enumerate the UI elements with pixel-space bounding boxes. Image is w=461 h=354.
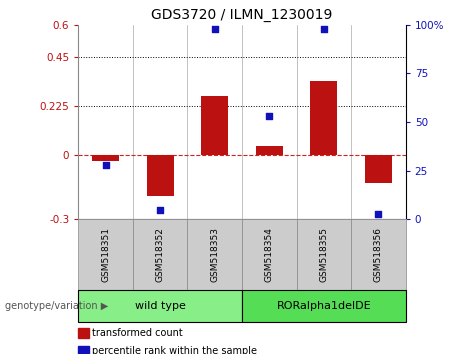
Bar: [256, 146, 283, 155]
Text: wild type: wild type: [135, 301, 186, 311]
Text: GSM518353: GSM518353: [210, 227, 219, 282]
Bar: [78, 219, 133, 290]
Text: GSM518351: GSM518351: [101, 227, 110, 282]
Bar: [296, 219, 351, 290]
Text: percentile rank within the sample: percentile rank within the sample: [92, 346, 257, 354]
Title: GDS3720 / ILMN_1230019: GDS3720 / ILMN_1230019: [151, 8, 333, 22]
Bar: [201, 96, 228, 155]
Text: genotype/variation ▶: genotype/variation ▶: [5, 301, 108, 311]
Point: [211, 26, 219, 32]
Text: GSM518355: GSM518355: [319, 227, 328, 282]
Bar: [78, 290, 242, 322]
Text: RORalpha1delDE: RORalpha1delDE: [277, 301, 371, 311]
Bar: [242, 290, 406, 322]
Point: [102, 162, 109, 168]
Text: GSM518352: GSM518352: [156, 227, 165, 282]
Bar: [133, 219, 188, 290]
Point: [320, 26, 327, 32]
Bar: [310, 81, 337, 155]
Bar: [92, 155, 119, 161]
Point: [157, 207, 164, 212]
Bar: [147, 155, 174, 196]
Bar: [188, 219, 242, 290]
Text: GSM518356: GSM518356: [374, 227, 383, 282]
Bar: [242, 219, 296, 290]
Bar: [365, 155, 392, 183]
Point: [266, 113, 273, 119]
Bar: [351, 219, 406, 290]
Point: [375, 211, 382, 216]
Text: GSM518354: GSM518354: [265, 227, 274, 282]
Text: transformed count: transformed count: [92, 328, 183, 338]
